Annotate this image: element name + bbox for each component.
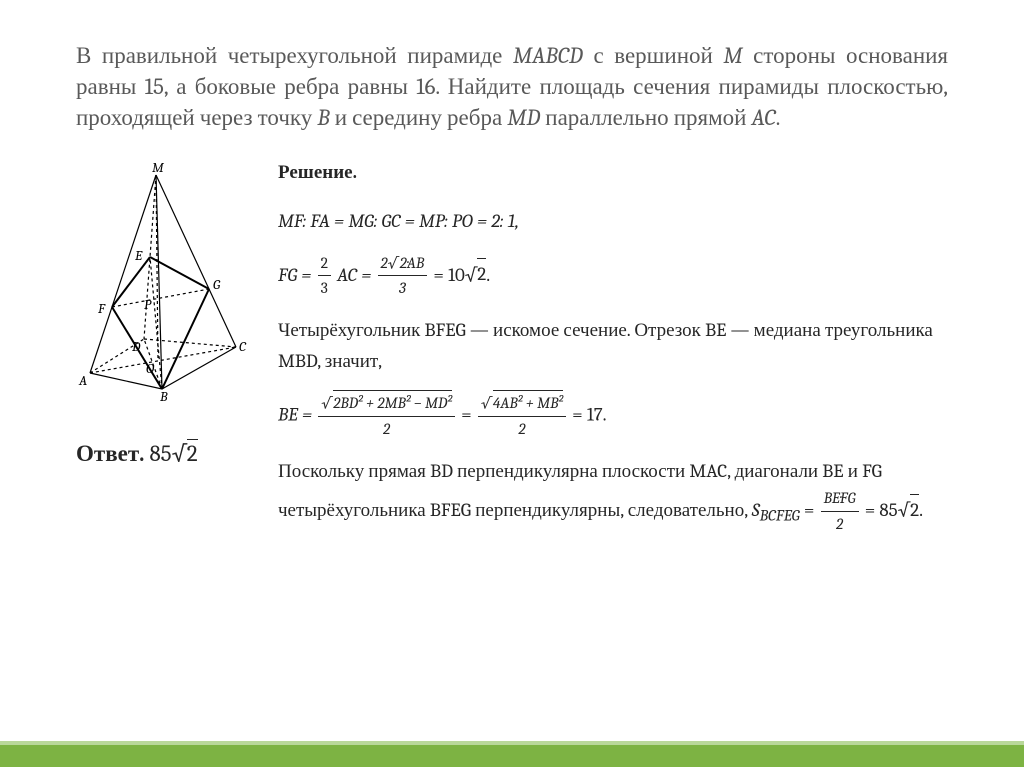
footer-accent-bar	[0, 745, 1024, 767]
step-1: MF: FA = MG: GC = MP: PO = 2: 1,	[278, 206, 948, 236]
s2-eq: = 10	[433, 263, 464, 285]
problem-text-6: .	[776, 104, 781, 131]
s2-sqrt: 2	[477, 258, 486, 289]
step-2: FG = 23 AC = 2√2·AB3 = 10√2.	[278, 251, 948, 302]
s4-frac2: √4AB² + MB²2	[478, 390, 566, 442]
s2-frac1: 23	[318, 251, 331, 302]
s4-eq1: =	[461, 404, 476, 426]
var-mabcd: MABCD	[513, 42, 583, 69]
content-row: M A B C D E F G P O Ответ. 85√2	[76, 161, 948, 551]
s2-frac2: 2√2·AB3	[378, 251, 428, 302]
answer-label: Ответ.	[76, 440, 144, 467]
slide: В правильной четырехугольной пирамиде MA…	[0, 0, 1024, 767]
label-m: M	[152, 161, 165, 176]
s2-mid: AC =	[337, 263, 375, 285]
label-d: D	[131, 338, 141, 355]
label-f: F	[97, 300, 106, 317]
s4-prefix: BE =	[278, 404, 316, 426]
left-column: M A B C D E F G P O Ответ. 85√2	[76, 161, 254, 551]
s5-res-r: 2	[910, 494, 919, 525]
step-3: Четырёхугольник BFEG — искомое сечение. …	[278, 315, 948, 376]
answer-rad: 2	[187, 439, 198, 467]
s5-frac: BE·FG2	[821, 486, 859, 537]
label-o: O	[146, 360, 155, 377]
problem-text-2: с вершиной	[583, 42, 723, 69]
label-g: G	[213, 276, 221, 293]
solution-title: Решение.	[278, 161, 948, 184]
problem-text-1: В правильной четырехугольной пирамиде	[76, 42, 513, 69]
label-p: P	[144, 296, 152, 313]
problem-statement: В правильной четырехугольной пирамиде MA…	[76, 40, 948, 133]
var-b: B	[317, 104, 329, 131]
s5-sub: BCFEG	[760, 507, 800, 525]
answer-num: 85	[149, 440, 171, 467]
var-md: MD	[507, 104, 540, 131]
var-ac: AC	[752, 104, 776, 131]
label-c: C	[239, 338, 247, 355]
label-b: B	[159, 388, 168, 401]
pyramid-diagram: M A B C D E F G P O	[76, 161, 254, 401]
label-a: A	[78, 372, 87, 389]
label-e: E	[134, 247, 143, 264]
step-5: Поскольку прямая BD перпендикулярна плос…	[278, 456, 948, 537]
problem-text-4: и середину ребра	[330, 104, 508, 131]
answer: Ответ. 85√2	[76, 439, 254, 467]
s4-frac1: √2BD² + 2MB² − MD²2	[318, 390, 455, 442]
solution-column: Решение. MF: FA = MG: GC = MP: PO = 2: 1…	[278, 161, 948, 551]
s2-prefix: FG =	[278, 263, 316, 285]
s5-eq: =	[800, 499, 819, 521]
s5-res-n: = 85	[861, 499, 898, 521]
problem-text-5: параллельно прямой	[540, 104, 751, 131]
s4-eq2: = 17.	[572, 404, 606, 426]
step-4: BE = √2BD² + 2MB² − MD²2 = √4AB² + MB²2 …	[278, 390, 948, 442]
var-m: M	[723, 42, 742, 69]
